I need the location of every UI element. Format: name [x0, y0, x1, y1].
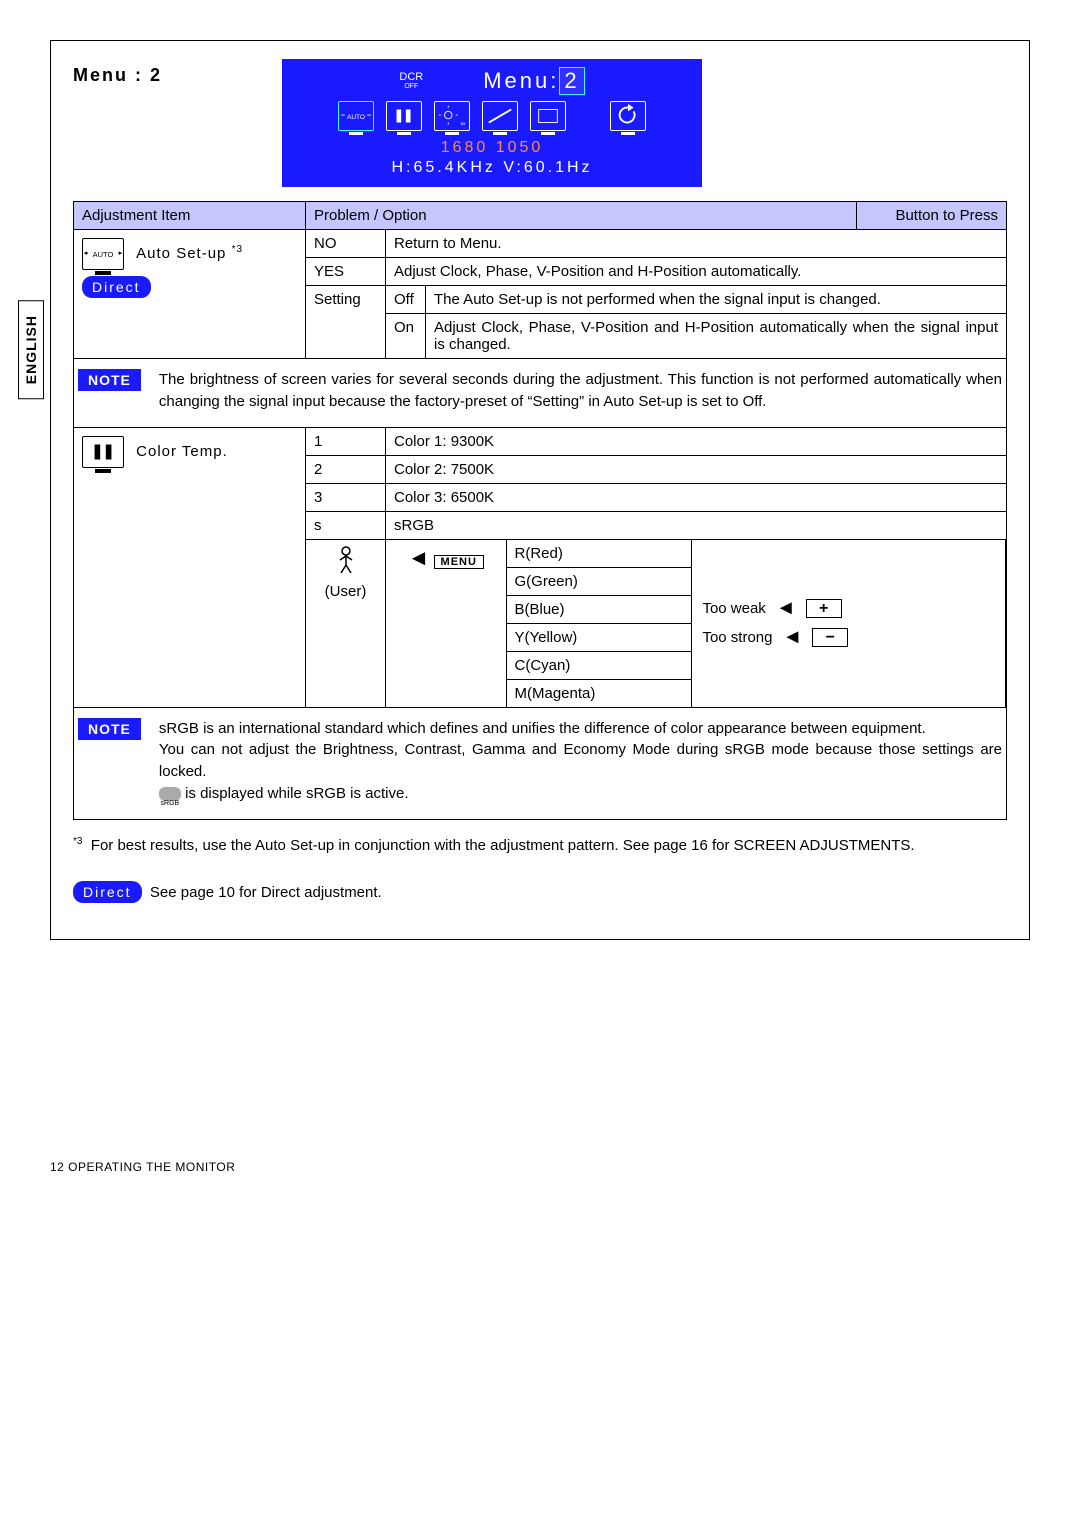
col-button: Button to Press	[857, 202, 1007, 230]
auto-setup-label: Auto Set-up *3	[136, 245, 243, 262]
c-c: C(Cyan)	[507, 651, 692, 679]
opt-on: On	[386, 314, 426, 359]
osd-resolution: 1680 1050	[294, 139, 690, 157]
direct-badge: Direct	[82, 276, 151, 298]
svg-text:∞: ∞	[460, 120, 465, 127]
monitor-icon: AUTO	[82, 238, 124, 270]
osd-frequency: H:65.4KHz V:60.1Hz	[294, 159, 690, 177]
opt-off: Off	[386, 286, 426, 314]
srgb-icon	[159, 787, 181, 801]
note-badge: NOTE	[78, 718, 141, 740]
note-1-text: The brightness of screen varies for seve…	[159, 369, 1002, 413]
note-2: NOTE sRGB is an international standard w…	[74, 708, 1006, 819]
opt-no-desc: Return to Menu.	[386, 230, 1007, 258]
opt-setting: Setting	[306, 286, 386, 359]
osd-icon-auto: AUTO	[338, 101, 374, 131]
too-strong: Too strong	[702, 629, 772, 646]
osd-icon-reset	[610, 101, 646, 131]
user-label: (User)	[325, 583, 367, 600]
direct-footer: Direct See page 10 for Direct adjustment…	[73, 875, 1007, 903]
ct-2k: 2	[306, 455, 386, 483]
note-1: NOTE The brightness of screen varies for…	[74, 359, 1006, 427]
ct-3k: 3	[306, 483, 386, 511]
monitor-icon	[82, 436, 124, 468]
page-number: 12 OPERATING THE MONITOR	[50, 1160, 1030, 1174]
menu-arrow-cell: ◄ MENU	[386, 540, 506, 707]
opt-yes-desc: Adjust Clock, Phase, V-Position and H-Po…	[386, 258, 1007, 286]
ct-2v: Color 2: 7500K	[386, 455, 1007, 483]
dcr-indicator: DCROFF	[399, 72, 423, 90]
opt-on-desc: Adjust Clock, Phase, V-Position and H-Po…	[426, 314, 1007, 359]
osd-icon-color	[386, 101, 422, 131]
ct-sv: sRGB	[386, 511, 1007, 539]
opt-off-desc: The Auto Set-up is not performed when th…	[426, 286, 1007, 314]
c-g: G(Green)	[507, 567, 692, 595]
footnote-3: *3 For best results, use the Auto Set-up…	[73, 834, 1007, 858]
note-2-text: sRGB is an international standard which …	[159, 718, 1002, 805]
c-m: M(Magenta)	[507, 679, 692, 707]
minus-button[interactable]: −	[812, 628, 848, 648]
color-temp-label: Color Temp.	[136, 442, 228, 459]
osd-icon-bright: ∞	[434, 101, 470, 131]
direct-badge: Direct	[73, 881, 142, 903]
language-tab: ENGLISH	[18, 300, 44, 399]
col-adjustment: Adjustment Item	[74, 202, 306, 230]
ct-1v: Color 1: 9300K	[386, 427, 1007, 455]
col-problem: Problem / Option	[306, 202, 857, 230]
direct-footer-text: See page 10 for Direct adjustment.	[150, 884, 382, 901]
c-y: Y(Yellow)	[507, 623, 692, 651]
opt-yes: YES	[306, 258, 386, 286]
ct-sk: s	[306, 511, 386, 539]
c-b: B(Blue)	[507, 595, 692, 623]
plus-button[interactable]: +	[806, 599, 842, 619]
opt-no: NO	[306, 230, 386, 258]
ct-3v: Color 3: 6500K	[386, 483, 1007, 511]
menu-button-icon: MENU	[434, 555, 484, 569]
svg-text:AUTO: AUTO	[93, 250, 114, 259]
adjust-cell: Too weak ◄ + Too strong ◄ −	[692, 540, 1005, 707]
osd-panel: DCROFF Menu:2 AUTO ∞ 1680 1050 H:65.4KHz…	[282, 59, 702, 187]
page-border: Menu : 2 DCROFF Menu:2 AUTO ∞ 1680 1050	[50, 40, 1030, 940]
svg-text:AUTO: AUTO	[347, 114, 365, 121]
osd-icon-row: AUTO ∞	[294, 101, 690, 131]
too-weak: Too weak	[702, 600, 765, 617]
osd-icon-adjust	[482, 101, 518, 131]
menu-title: Menu : 2	[73, 59, 162, 86]
c-r: R(Red)	[507, 540, 692, 568]
ct-user-cell: (User)	[306, 539, 386, 707]
auto-setup-cell: AUTO Auto Set-up *3 Direct	[74, 230, 306, 359]
note-badge: NOTE	[78, 369, 141, 391]
ct-1k: 1	[306, 427, 386, 455]
settings-table: Adjustment Item Problem / Option Button …	[73, 201, 1007, 820]
osd-icon-screen	[530, 101, 566, 131]
user-icon	[333, 545, 359, 579]
osd-menu-label: Menu:2	[483, 67, 584, 95]
color-temp-cell: Color Temp.	[74, 427, 306, 707]
